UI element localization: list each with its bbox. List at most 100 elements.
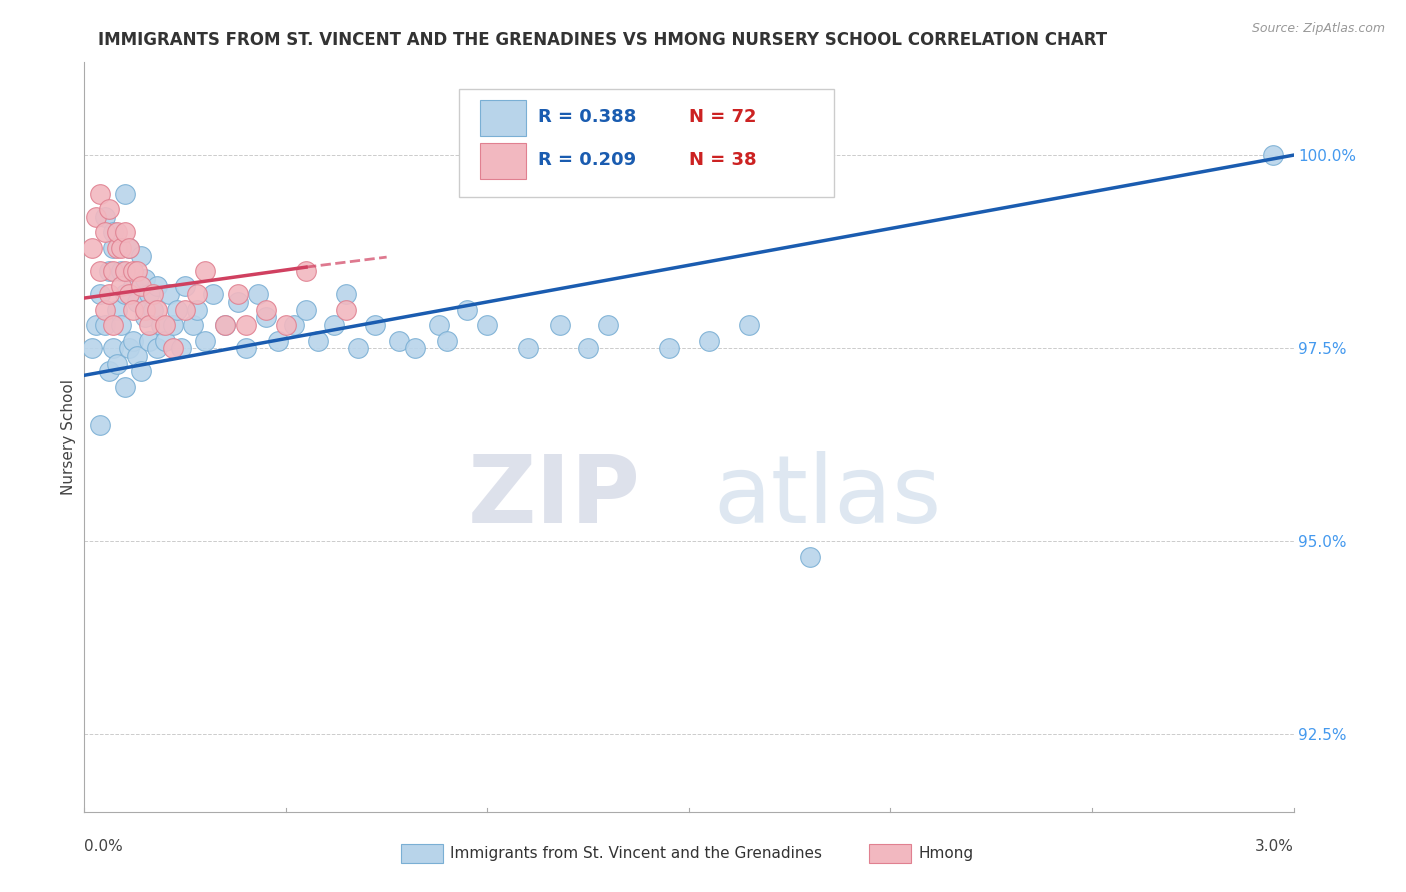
Point [101, 264, 124, 278]
Point [307, 334, 329, 348]
Text: 3.0%: 3.0% [1254, 838, 1294, 854]
Point [121, 302, 143, 317]
Point [89, 418, 111, 433]
Point [166, 302, 188, 317]
Point [97, 202, 120, 217]
Text: atlas: atlas [713, 451, 942, 543]
Y-axis label: Nursery School: Nursery School [60, 379, 76, 495]
Point [89, 264, 111, 278]
Point [214, 318, 236, 332]
Point [89, 287, 111, 301]
Point [93, 318, 115, 332]
Point [86, 210, 108, 224]
Point [134, 302, 156, 317]
Point [170, 341, 193, 355]
Text: IMMIGRANTS FROM ST. VINCENT AND THE GRENADINES VS HMONG NURSERY SCHOOL CORRELATI: IMMIGRANTS FROM ST. VINCENT AND THE GREN… [98, 31, 1108, 49]
Point [186, 287, 208, 301]
Point [738, 318, 761, 332]
Point [142, 287, 165, 301]
Point [658, 341, 681, 355]
Point [142, 302, 165, 317]
Point [1263, 148, 1285, 162]
Point [347, 341, 370, 355]
Point [235, 341, 257, 355]
Text: Hmong: Hmong [918, 847, 973, 861]
Point [267, 334, 290, 348]
Text: ZIP: ZIP [468, 451, 641, 543]
Point [138, 318, 160, 332]
Point [153, 318, 176, 332]
Point [138, 287, 160, 301]
Point [246, 287, 269, 301]
Point [118, 241, 141, 255]
Point [157, 287, 180, 301]
Point [82, 341, 104, 355]
Point [114, 264, 136, 278]
Point [456, 302, 478, 317]
Point [295, 302, 318, 317]
Point [121, 334, 143, 348]
Point [101, 318, 124, 332]
Point [363, 318, 385, 332]
Point [101, 226, 124, 240]
Point [101, 241, 124, 255]
Point [174, 279, 197, 293]
Point [254, 310, 277, 325]
Point [548, 318, 571, 332]
Point [181, 318, 204, 332]
Point [134, 310, 156, 325]
Point [283, 318, 305, 332]
Point [598, 318, 620, 332]
Point [97, 287, 120, 301]
Point [118, 287, 141, 301]
Point [576, 341, 599, 355]
Point [226, 294, 249, 309]
Point [110, 264, 132, 278]
Point [118, 241, 141, 255]
Point [105, 357, 128, 371]
Point [97, 364, 120, 378]
Point [146, 302, 169, 317]
Point [174, 302, 197, 317]
Point [129, 279, 152, 293]
Point [121, 279, 143, 293]
Point [134, 271, 156, 285]
Point [125, 264, 148, 278]
Point [138, 334, 160, 348]
Text: R = 0.388: R = 0.388 [538, 108, 636, 126]
Text: Source: ZipAtlas.com: Source: ZipAtlas.com [1251, 22, 1385, 36]
Point [235, 318, 257, 332]
Point [214, 318, 236, 332]
Point [110, 241, 132, 255]
Point [93, 302, 115, 317]
Point [146, 279, 169, 293]
Text: Immigrants from St. Vincent and the Grenadines: Immigrants from St. Vincent and the Gren… [450, 847, 823, 861]
Point [516, 341, 538, 355]
Point [254, 302, 277, 317]
Point [89, 186, 111, 201]
Point [93, 226, 115, 240]
Point [114, 287, 136, 301]
Point [114, 186, 136, 201]
Point [162, 318, 184, 332]
Point [162, 341, 184, 355]
Point [118, 341, 141, 355]
Point [323, 318, 346, 332]
Point [194, 334, 217, 348]
Point [105, 241, 128, 255]
Point [226, 287, 249, 301]
Point [105, 302, 128, 317]
Point [335, 302, 357, 317]
Point [436, 334, 458, 348]
Point [125, 294, 148, 309]
Point [388, 334, 411, 348]
Point [149, 318, 172, 332]
Text: N = 72: N = 72 [689, 108, 756, 126]
Point [125, 349, 148, 363]
Point [295, 264, 318, 278]
Point [274, 318, 297, 332]
Point [697, 334, 720, 348]
Text: N = 38: N = 38 [689, 151, 756, 169]
Point [97, 264, 120, 278]
Text: R = 0.209: R = 0.209 [538, 151, 636, 169]
